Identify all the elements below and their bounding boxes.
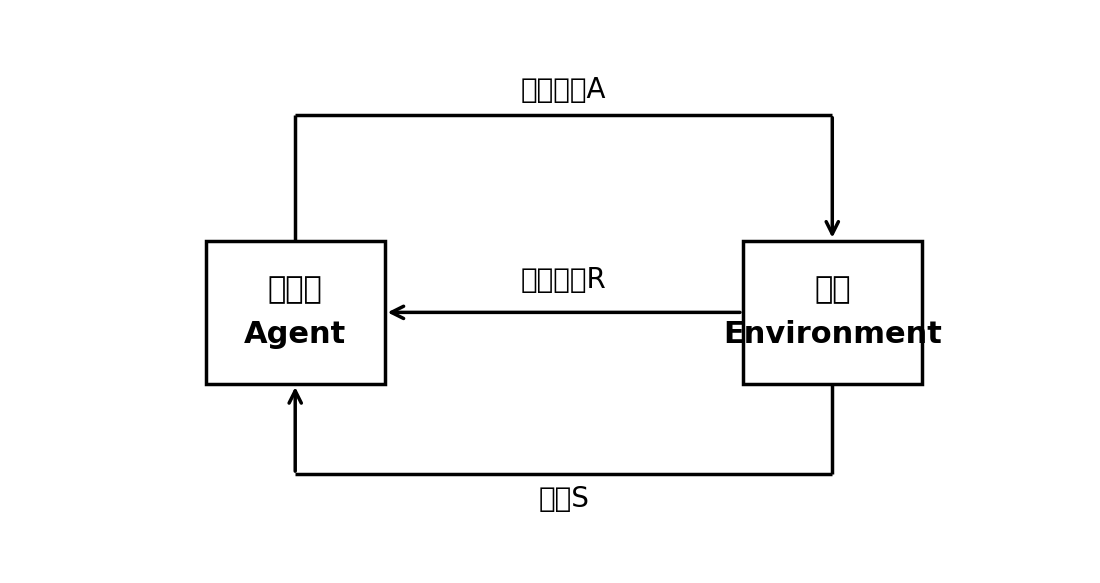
Text: Agent: Agent bbox=[244, 320, 346, 349]
Text: 行为动作A: 行为动作A bbox=[521, 76, 606, 104]
Text: 强化信号R: 强化信号R bbox=[521, 266, 606, 294]
Bar bbox=[742, 241, 922, 384]
Text: 环境: 环境 bbox=[814, 275, 850, 304]
Text: 状态S: 状态S bbox=[538, 485, 590, 513]
Text: Environment: Environment bbox=[723, 320, 942, 349]
Bar bbox=[206, 241, 385, 384]
Text: 智能体: 智能体 bbox=[267, 275, 322, 304]
